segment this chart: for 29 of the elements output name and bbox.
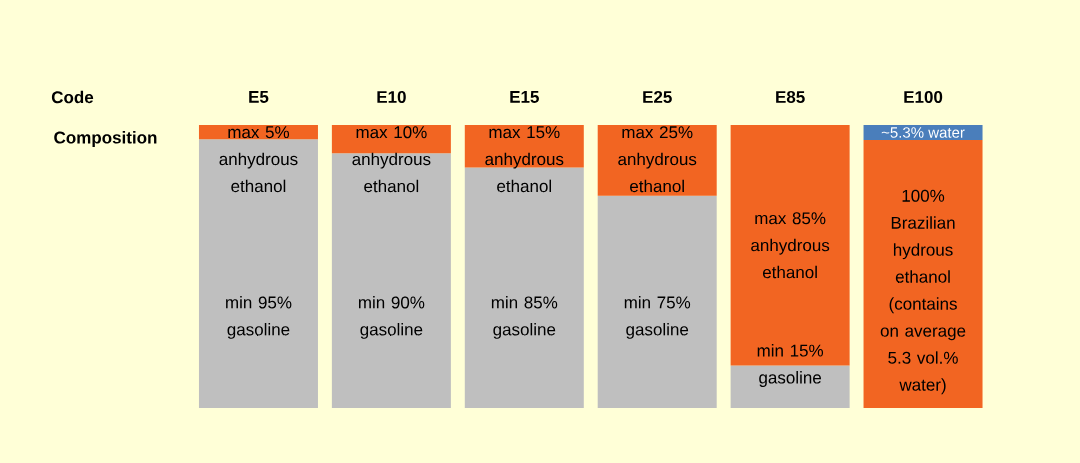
data-label: min 75% gasoline xyxy=(624,296,691,339)
x-tick-label: E5 xyxy=(249,91,269,103)
bar xyxy=(464,167,584,408)
data-label: min 85% gasoline xyxy=(491,296,558,339)
data-label: min 90% gasoline xyxy=(358,296,425,339)
data-label: max 10% anhydrous ethanol xyxy=(352,126,431,193)
bar xyxy=(730,365,850,408)
bar xyxy=(597,124,717,196)
bar xyxy=(331,153,451,408)
x-tick-label: E25 xyxy=(643,90,672,104)
data-label: max 5% anhydrous ethanol xyxy=(219,126,298,193)
data-label: min 15% gasoline xyxy=(757,344,824,387)
y-axis-title: Composition xyxy=(54,131,157,147)
x-tick-label: E15 xyxy=(510,91,539,103)
bar xyxy=(198,139,318,408)
bar xyxy=(331,124,451,154)
annotation: 100% Brazilian hydrous ethanol (contains on average 5.3 vol.% water) xyxy=(880,189,966,395)
data-label: max 15% anhydrous ethanol xyxy=(485,126,564,193)
x-tick-label: E100 xyxy=(904,90,943,104)
data-label: ~5.3% water xyxy=(881,127,965,138)
text: Code xyxy=(51,90,94,104)
bar xyxy=(863,139,983,408)
bar xyxy=(730,124,850,366)
data-label: min 95% gasoline xyxy=(226,296,292,339)
x-tick-label: E10 xyxy=(377,90,406,104)
data-label: max 25% anhydrous ethanol xyxy=(618,126,697,193)
x-tick-label: E85 xyxy=(776,90,805,104)
bar xyxy=(597,195,717,408)
data-label: max 85% anhydrous ethanol xyxy=(751,212,830,279)
